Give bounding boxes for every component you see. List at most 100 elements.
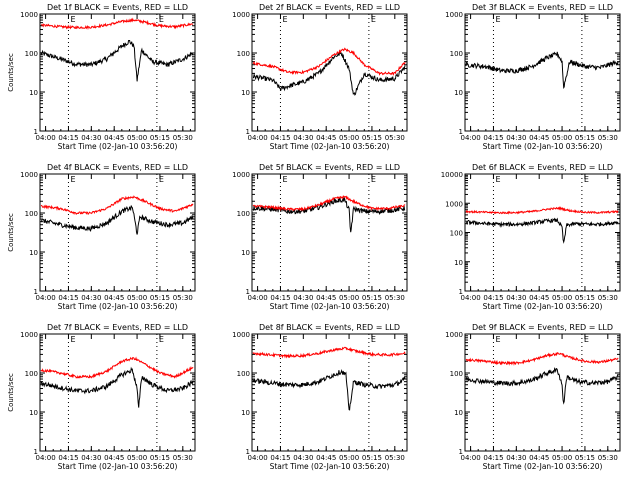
panel-title: Det 5f BLACK = Events, RED = LLD	[259, 163, 400, 172]
y-tick-label: 1	[34, 448, 38, 456]
y-tick-label: 1000	[232, 331, 250, 339]
y-tick-label: 100	[450, 230, 463, 238]
series-events-line	[465, 217, 619, 244]
y-tick-label: 1000	[445, 11, 463, 19]
y-tick-label: 1	[246, 128, 250, 136]
x-tick-label: 05:15	[575, 294, 595, 302]
y-tick-label: 100	[450, 50, 463, 58]
plot-frame	[251, 333, 408, 452]
y-axis-label: Counts/sec	[7, 373, 15, 412]
plot-frame	[39, 13, 196, 132]
y-tick-label: 1	[459, 448, 463, 456]
x-tick-label: 05:30	[385, 294, 405, 302]
panel-det-1f: Det 1f BLACK = Events, RED = LLD E E 1 10 100…	[7, 3, 196, 151]
panel-title: Det 1f BLACK = Events, RED = LLD	[47, 3, 188, 12]
y-tick-label: 10	[29, 89, 38, 97]
x-axis-label: Start Time (02-Jan-10 03:56:20)	[58, 302, 178, 311]
x-tick-label: 04:15	[483, 294, 503, 302]
marker-label: E	[495, 335, 500, 344]
plot-frame	[464, 333, 621, 452]
x-tick-label: 04:30	[81, 134, 101, 142]
marker-label: E	[495, 15, 500, 24]
x-tick-label: 05:00	[339, 294, 359, 302]
x-tick-label: 04:00	[35, 294, 55, 302]
plot-frame	[39, 173, 196, 292]
y-tick-label: 10	[29, 249, 38, 257]
panel-title: Det 8f BLACK = Events, RED = LLD	[259, 323, 400, 332]
marker-label: E	[159, 335, 164, 344]
x-axis-label: Start Time (02-Jan-10 03:56:20)	[270, 462, 390, 471]
x-tick-label: 05:00	[127, 134, 147, 142]
x-tick-label: 04:15	[483, 134, 503, 142]
series-events-line	[40, 205, 194, 235]
series-lld-line	[252, 195, 406, 212]
x-tick-label: 05:00	[127, 454, 147, 462]
y-tick-label: 10	[454, 409, 463, 417]
y-tick-label: 1000	[445, 331, 463, 339]
y-tick-label: 1	[34, 288, 38, 296]
panel-det-8f: Det 8f BLACK = Events, RED = LLD E E 1 10 100…	[232, 323, 408, 471]
series-events-line	[465, 51, 619, 90]
marker-label: E	[282, 335, 287, 344]
x-tick-label: 05:15	[150, 134, 170, 142]
marker-label: E	[584, 15, 589, 24]
x-tick-label: 04:00	[247, 454, 267, 462]
y-tick-label: 1000	[20, 171, 38, 179]
marker-label: E	[159, 15, 164, 24]
marker-label: E	[70, 175, 75, 184]
series-events-line	[465, 367, 619, 405]
marker-label: E	[371, 175, 376, 184]
y-axis-label: Counts/sec	[7, 213, 15, 252]
x-tick-label: 05:00	[552, 134, 572, 142]
x-tick-label: 04:15	[58, 454, 78, 462]
x-axis-label: Start Time (02-Jan-10 03:56:20)	[270, 302, 390, 311]
series-lld-line	[40, 195, 194, 215]
y-tick-label: 100	[25, 210, 38, 218]
x-tick-label: 04:45	[104, 454, 124, 462]
x-tick-label: 04:15	[270, 134, 290, 142]
marker-label: E	[371, 335, 376, 344]
panel-title: Det 9f BLACK = Events, RED = LLD	[472, 323, 613, 332]
x-tick-label: 05:00	[339, 454, 359, 462]
series-lld-line	[465, 351, 619, 366]
y-tick-label: 10	[241, 249, 250, 257]
series-lld-line	[465, 206, 619, 215]
marker-label: E	[159, 175, 164, 184]
x-axis-label: Start Time (02-Jan-10 03:56:20)	[270, 142, 390, 151]
x-tick-label: 04:30	[81, 294, 101, 302]
marker-label: E	[584, 175, 589, 184]
panel-det-3f: Det 3f BLACK = Events, RED = LLD E E 1 10 100…	[445, 3, 621, 151]
x-axis-label: Start Time (02-Jan-10 03:56:20)	[483, 142, 603, 151]
series-events-line	[40, 366, 194, 408]
x-tick-label: 04:45	[104, 294, 124, 302]
panel-det-9f: Det 9f BLACK = Events, RED = LLD E E 1 10 100…	[445, 323, 621, 471]
panel-det-6f: Det 6f BLACK = Events, RED = LLD E E 1 10 100…	[441, 163, 621, 311]
series-lld-line	[40, 17, 194, 31]
x-tick-label: 05:15	[150, 294, 170, 302]
x-tick-label: 05:00	[552, 294, 572, 302]
x-tick-label: 04:45	[104, 134, 124, 142]
marker-label: E	[584, 335, 589, 344]
marker-label: E	[70, 335, 75, 344]
x-tick-label: 04:30	[293, 134, 313, 142]
panel-det-4f: Det 4f BLACK = Events, RED = LLD E E 1 10 100…	[7, 163, 196, 311]
x-tick-label: 04:45	[529, 454, 549, 462]
x-tick-label: 04:30	[293, 454, 313, 462]
x-tick-label: 04:45	[316, 294, 336, 302]
x-tick-label: 04:00	[460, 134, 480, 142]
panel-title: Det 3f BLACK = Events, RED = LLD	[472, 3, 613, 12]
x-tick-label: 04:45	[316, 134, 336, 142]
y-tick-label: 1000	[445, 200, 463, 208]
y-tick-label: 10	[454, 89, 463, 97]
y-tick-label: 10	[241, 89, 250, 97]
marker-label: E	[282, 15, 287, 24]
x-tick-label: 04:15	[483, 454, 503, 462]
x-tick-label: 05:15	[575, 454, 595, 462]
panel-title: Det 2f BLACK = Events, RED = LLD	[259, 3, 400, 12]
x-axis-label: Start Time (02-Jan-10 03:56:20)	[58, 142, 178, 151]
y-tick-label: 1	[246, 288, 250, 296]
x-tick-label: 05:15	[575, 134, 595, 142]
x-tick-label: 04:45	[316, 454, 336, 462]
x-tick-label: 04:45	[529, 134, 549, 142]
